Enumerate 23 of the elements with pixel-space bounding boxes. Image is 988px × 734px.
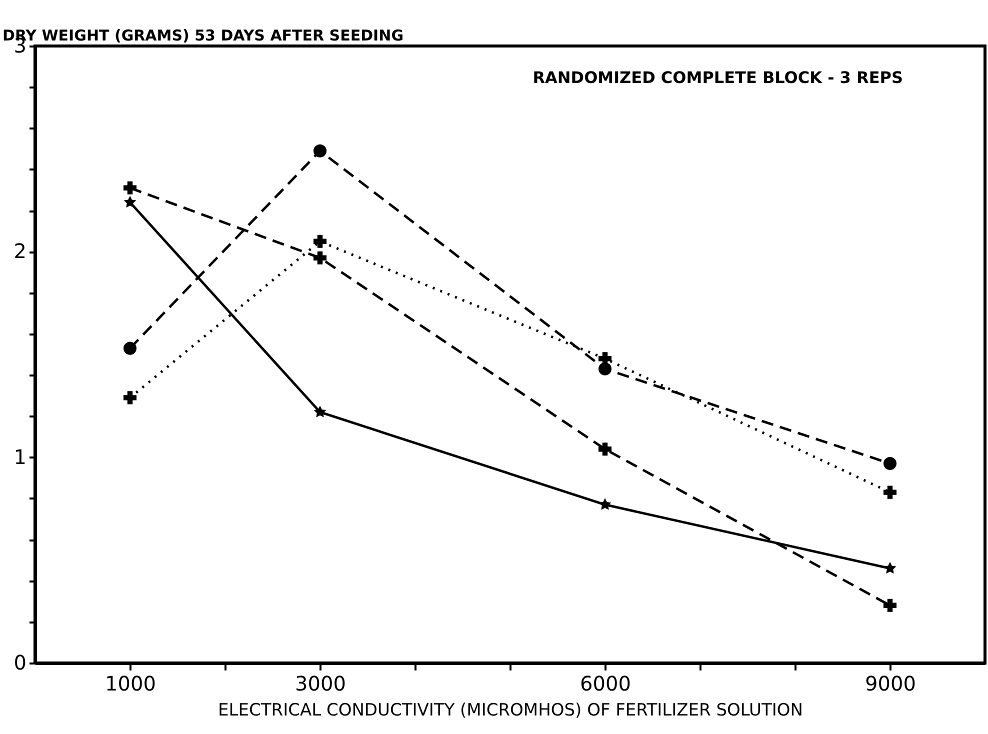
x-tick-label: 9000: [865, 672, 916, 696]
point: [884, 562, 896, 574]
x-axis-title: ELECTRICAL CONDUCTIVITY (MICROMHOS) OF FERTILIZER SOLUTION: [218, 700, 803, 720]
point: [123, 391, 137, 404]
point: [598, 442, 612, 456]
annotation: RANDOMIZED COMPLETE BLOCK - 3 REPS: [532, 68, 903, 87]
point: [314, 406, 326, 418]
point: [313, 251, 327, 264]
x-tick-label: 3000: [295, 672, 346, 696]
y-tick-label: 1: [14, 444, 26, 469]
x-tick-label: 1000: [105, 672, 156, 696]
y-tick-label: 2: [14, 239, 26, 264]
y-tick-label: 0: [14, 650, 26, 674]
point: [313, 144, 327, 158]
point: [124, 196, 136, 208]
point: [598, 362, 612, 376]
point: [123, 342, 137, 355]
point: [883, 486, 897, 499]
point: [883, 598, 897, 612]
point: [313, 234, 327, 248]
x-tick-label: 6000: [580, 672, 631, 696]
point: [883, 456, 897, 470]
point: [123, 181, 137, 194]
